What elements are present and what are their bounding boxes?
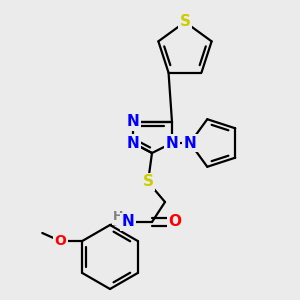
Text: O: O (169, 214, 182, 230)
Text: N: N (166, 136, 178, 151)
Text: N: N (127, 115, 140, 130)
Text: O: O (54, 234, 66, 248)
Text: N: N (127, 136, 140, 151)
Text: S: S (142, 175, 154, 190)
Text: N: N (122, 214, 134, 230)
Text: H: H (113, 211, 123, 224)
Text: S: S (179, 14, 191, 29)
Text: N: N (184, 136, 196, 151)
